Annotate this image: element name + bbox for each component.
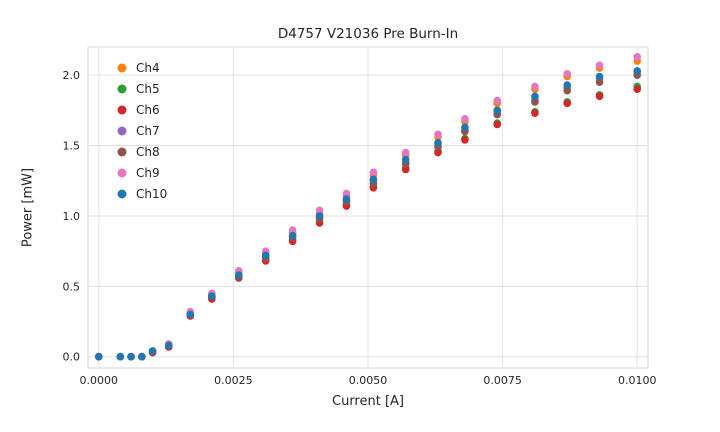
data-point-ch10	[563, 81, 572, 89]
data-point-ch6	[595, 92, 604, 101]
y-tick-label: 2.0	[63, 69, 81, 82]
data-point-ch9	[288, 226, 297, 234]
data-point-ch6	[633, 85, 642, 94]
y-tick-label: 0.0	[63, 351, 81, 364]
legend-marker-ch9	[117, 168, 127, 178]
data-point-ch10	[138, 352, 146, 361]
data-point-ch9	[531, 82, 539, 91]
y-tick-label: 0.5	[63, 280, 81, 293]
x-tick-label: 0.0075	[483, 374, 522, 387]
data-point-ch9	[595, 61, 604, 70]
data-point-ch6	[401, 165, 410, 174]
legend-marker-ch4	[117, 63, 127, 73]
data-point-ch8	[595, 78, 604, 86]
data-point-ch6	[434, 148, 442, 157]
data-point-ch10	[127, 352, 135, 361]
data-point-ch8	[531, 98, 539, 106]
data-point-ch6	[531, 109, 539, 117]
y-axis-label: Power [mW]	[20, 167, 36, 248]
data-point-ch10	[531, 92, 539, 101]
x-tick-label: 0.0100	[618, 374, 657, 387]
data-point-ch9	[493, 96, 502, 105]
data-point-ch9	[342, 189, 351, 198]
legend-label-ch5: Ch5	[136, 82, 160, 96]
data-point-ch9	[434, 130, 442, 139]
legend-marker-ch10	[117, 189, 127, 199]
data-point-ch6	[461, 136, 469, 144]
y-tick-label: 1.0	[63, 210, 81, 223]
legend-marker-ch6	[117, 105, 127, 115]
data-point-ch10	[234, 271, 243, 279]
legend-label-ch8: Ch8	[136, 145, 160, 159]
data-point-ch10	[595, 72, 604, 81]
data-point-ch9	[315, 206, 324, 215]
data-point-ch10	[369, 175, 378, 184]
chart-title: D4757 V21036 Pre Burn-In	[277, 26, 459, 42]
data-point-ch9	[563, 69, 572, 78]
data-point-ch10	[493, 106, 502, 115]
data-point-ch10	[208, 292, 216, 300]
y-tick-label: 1.5	[63, 140, 81, 153]
data-point-ch6	[493, 120, 502, 129]
data-point-ch9	[401, 148, 410, 157]
legend-marker-ch8	[117, 147, 127, 157]
legend-label-ch9: Ch9	[136, 166, 160, 180]
x-axis-label: Current [A]	[332, 394, 404, 409]
x-tick-label: 0.0025	[214, 374, 253, 387]
data-point-ch10	[148, 347, 157, 355]
legend-label-ch7: Ch7	[136, 124, 160, 138]
data-point-ch10	[461, 123, 469, 132]
data-point-ch10	[288, 231, 297, 240]
data-point-ch9	[633, 53, 642, 61]
data-point-ch10	[186, 310, 195, 319]
data-point-ch10	[261, 251, 270, 260]
data-point-ch10	[94, 352, 103, 361]
data-point-ch9	[461, 115, 469, 123]
data-point-ch10	[164, 341, 173, 350]
data-point-ch10	[342, 195, 351, 203]
legend-label-ch6: Ch6	[136, 103, 160, 117]
legend-marker-ch7	[117, 126, 127, 136]
data-point-ch10	[315, 212, 324, 220]
data-point-ch10	[633, 67, 642, 75]
data-point-ch10	[116, 352, 125, 361]
legend-marker-ch5	[117, 84, 127, 94]
data-point-ch6	[563, 99, 572, 108]
data-point-ch8	[563, 86, 572, 95]
legend-label-ch10: Ch10	[136, 187, 167, 201]
data-point-ch10	[434, 138, 442, 147]
data-point-ch10	[401, 155, 410, 164]
legend-label-ch4: Ch4	[136, 61, 160, 75]
x-tick-label: 0.0000	[80, 374, 119, 387]
data-point-ch9	[369, 168, 378, 177]
x-tick-label: 0.0050	[349, 374, 388, 387]
